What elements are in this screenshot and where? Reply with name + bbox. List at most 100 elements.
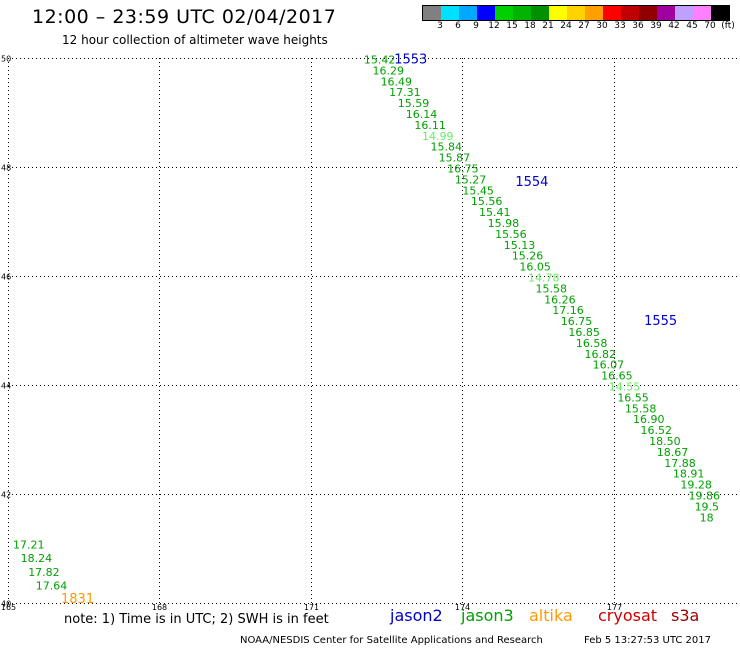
legend-cryosat: cryosat — [598, 606, 658, 625]
page-title: 12:00 – 23:59 UTC 02/04/2017 — [32, 6, 337, 28]
wave-height-label: 18.67 — [657, 446, 689, 459]
color-swatch — [441, 6, 459, 20]
wave-height-label: 16.14 — [406, 108, 438, 121]
color-scale-label: 12 — [488, 21, 500, 31]
color-swatch — [603, 6, 621, 20]
wave-height-label: 16.05 — [519, 261, 551, 274]
wave-height-label: 18.24 — [21, 552, 53, 565]
pass-number-label: 1553 — [394, 52, 427, 67]
pass-number-label: 1555 — [644, 314, 677, 329]
y-tick-label: 50 — [1, 55, 11, 64]
wave-height-label: 14.99 — [422, 130, 454, 143]
graticule — [8, 58, 740, 604]
wave-height-label: 15.56 — [495, 228, 527, 241]
color-scale-unit: (ft) — [721, 21, 735, 31]
color-scale-label: 21 — [542, 21, 554, 31]
wave-height-label: 15.13 — [504, 239, 536, 252]
x-tick-label: 177 — [607, 603, 622, 612]
axis-tick-labels: 165 168 171 174 177 40 42 44 46 48 50 — [1, 55, 622, 613]
wave-height-label: 15.98 — [488, 217, 519, 230]
legend-jason2: jason2 — [390, 606, 443, 625]
page-subtitle: 12 hour collection of altimeter wave hei… — [62, 33, 328, 47]
wave-height-label: 15.58 — [536, 282, 568, 295]
wave-height-label: 15.56 — [471, 195, 503, 208]
color-scale-label: 3 — [437, 21, 443, 31]
wave-height-label: 16.55 — [617, 391, 649, 404]
wave-height-label: 19.28 — [680, 479, 712, 492]
wave-height-label: 18 — [700, 511, 714, 524]
wave-height-label: 16.75 — [447, 162, 479, 175]
footer-timestamp: Feb 5 13:27:53 UTC 2017 — [584, 635, 711, 646]
color-swatch — [657, 6, 675, 20]
color-scale-label: 70 — [704, 21, 716, 31]
pass-labels: 1553 1554 1555 1831 — [61, 52, 677, 607]
color-scale-label: 45 — [686, 21, 698, 31]
pass-number-label: 1554 — [515, 175, 548, 190]
color-scale-label: 27 — [578, 21, 590, 31]
y-tick-label: 40 — [1, 600, 11, 609]
color-swatch — [693, 6, 711, 20]
color-scale-label: 33 — [614, 21, 626, 31]
wave-height-label: 18.50 — [649, 435, 681, 448]
color-swatch — [531, 6, 549, 20]
legend-altika: altika — [529, 606, 573, 625]
color-swatch — [459, 6, 477, 20]
wave-height-label: 16.82 — [585, 348, 617, 361]
color-scale-label: 24 — [560, 21, 572, 31]
footer-credit: NOAA/NESDIS Center for Satellite Applica… — [240, 635, 543, 646]
color-swatch — [639, 6, 657, 20]
wave-height-label: 15.84 — [431, 141, 463, 154]
wave-height-label: 16.65 — [601, 370, 633, 383]
wave-height-label: 16.85 — [568, 326, 600, 339]
color-swatch — [423, 6, 441, 20]
wave-height-label: 16.26 — [544, 293, 576, 306]
wave-height-label: 17.64 — [36, 579, 68, 592]
y-tick-label: 42 — [1, 491, 11, 500]
wave-height-label: 15.27 — [455, 173, 487, 186]
x-tick-label: 168 — [152, 603, 167, 612]
wave-height-label: 15.41 — [479, 206, 511, 219]
color-swatch — [711, 6, 729, 20]
color-swatch — [477, 6, 495, 20]
wave-height-label: 17.21 — [13, 539, 45, 552]
wave-height-label: 16.52 — [641, 424, 673, 437]
legend-s3a: s3a — [671, 606, 700, 625]
wave-height-label: 16.49 — [381, 75, 413, 88]
color-swatch — [549, 6, 567, 20]
legend-jason3: jason3 — [461, 606, 514, 625]
color-swatch — [621, 6, 639, 20]
wave-height-label: 16.75 — [561, 315, 593, 328]
color-scale-label: 15 — [506, 21, 518, 31]
pass-number-label: 1831 — [61, 592, 94, 607]
wave-height-label: 17.16 — [552, 304, 584, 317]
wave-height-label: 17.31 — [389, 86, 421, 99]
wave-height-label: 19.5 — [695, 500, 720, 513]
color-scale-label: 39 — [650, 21, 662, 31]
wave-height-label: 15.87 — [439, 152, 471, 165]
wave-height-label: 18.91 — [673, 468, 705, 481]
wave-height-label: 16.29 — [372, 64, 404, 77]
wave-height-label: 15.58 — [625, 402, 657, 415]
x-tick-label: 174 — [455, 603, 470, 612]
color-swatch — [567, 6, 585, 20]
wave-height-label: 15.42 — [364, 53, 396, 66]
y-tick-label: 46 — [1, 273, 11, 282]
color-scale-label: 30 — [596, 21, 608, 31]
color-swatch — [495, 6, 513, 20]
wave-height-label: 14.78 — [528, 271, 560, 284]
wave-height-label: 16.11 — [414, 119, 446, 132]
color-swatch — [513, 6, 531, 20]
color-scale-bar — [422, 5, 730, 21]
color-scale-label: 42 — [668, 21, 680, 31]
wave-height-label: 16.07 — [593, 359, 625, 372]
color-scale-label: 9 — [473, 21, 479, 31]
x-tick-label: 165 — [1, 603, 16, 612]
y-tick-label: 44 — [1, 382, 11, 391]
wave-height-label: 16.58 — [576, 337, 608, 350]
wave-height-label: 17.88 — [664, 457, 696, 470]
wave-height-points: 15.4216.2916.4917.3115.5916.1416.1114.99… — [13, 53, 720, 592]
legend-note: note: 1) Time is in UTC; 2) SWH is in fe… — [64, 612, 329, 627]
color-scale-label: 18 — [524, 21, 536, 31]
color-scale-label: 36 — [632, 21, 644, 31]
